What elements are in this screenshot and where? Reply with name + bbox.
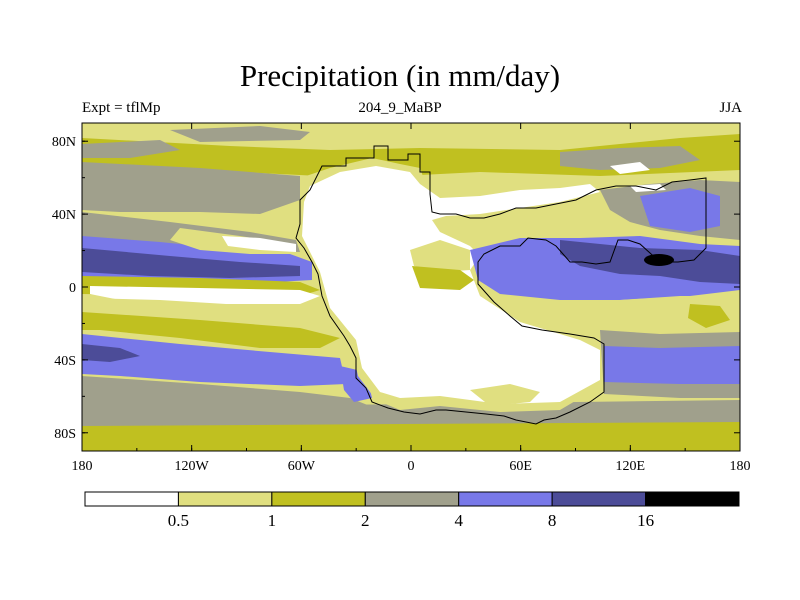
field-region-arctic-patch	[82, 140, 180, 158]
x-tick-label: 180	[730, 459, 751, 474]
x-tick-label: 120W	[175, 459, 210, 474]
legend-level-label: 2	[361, 511, 370, 530]
precipitation-field	[82, 123, 740, 451]
legend-swatch	[364, 491, 460, 507]
legend-swatch	[551, 491, 647, 507]
field-region-east-south-yellow	[688, 304, 730, 328]
y-tick-label: 80S	[54, 427, 76, 442]
legend-swatch	[177, 491, 273, 507]
chart-title: Precipitation (in mm/day)	[239, 58, 561, 93]
field-region-atlantic-light	[410, 240, 470, 272]
y-tick-label: 40S	[54, 354, 76, 369]
field-region-pacific-dry-tongue	[222, 236, 296, 252]
legend-swatch	[84, 491, 179, 507]
x-tick-label: 60E	[509, 459, 532, 474]
y-axis: 80N 40N 0 40S 80S	[52, 135, 740, 442]
colorbar-legend: 0.5 1 2 4 8 16	[84, 491, 740, 530]
plot-area: 180 120W 60W 0 60E 120E 180 80N 40N 0 40S 80S	[52, 122, 751, 474]
field-region-east-south-blue	[604, 346, 740, 384]
legend-swatch	[645, 491, 740, 507]
x-tick-label: 0	[408, 459, 415, 474]
period-label: 204_9_MaBP	[358, 100, 442, 116]
field-region-south-pacific-blue	[82, 334, 346, 386]
field-region-mid-east-white	[610, 162, 650, 174]
field-region-mid-east-grey	[560, 146, 700, 170]
field-region-equatorial-dry	[90, 286, 320, 304]
x-tick-label: 60W	[288, 459, 316, 474]
x-axis: 180 120W 60W 0 60E 120E 180	[72, 123, 751, 474]
field-region-south-pacific-grey	[82, 376, 380, 414]
continent-outline	[295, 145, 707, 425]
legend-level-label: 0.5	[168, 511, 189, 530]
legend-swatch	[271, 491, 366, 507]
field-region-south-continent-yellow	[470, 384, 540, 406]
field-region-extreme-max	[644, 254, 674, 266]
legend-swatch	[458, 491, 553, 507]
field-region-southern-ocean-yellow	[82, 422, 740, 451]
legend-level-label: 16	[637, 511, 654, 530]
legend-level-label: 4	[454, 511, 463, 530]
field-region-equatorial-dark	[82, 248, 300, 278]
field-region-south-pacific-light	[82, 298, 330, 328]
field-region-south-pacific-yellow	[82, 312, 340, 348]
experiment-label: Expt = tflMp	[82, 100, 161, 116]
x-tick-label: 180	[72, 459, 93, 474]
field-region-east-blue-patch	[640, 188, 720, 232]
y-tick-label: 0	[69, 281, 76, 296]
field-region-atlantic-yellow	[412, 266, 474, 290]
x-tick-label: 120E	[616, 459, 646, 474]
field-region-north-polar-patch	[170, 126, 310, 142]
legend-level-label: 1	[268, 511, 277, 530]
field-region-north-mid-band	[82, 162, 300, 214]
legend-level-label: 8	[548, 511, 557, 530]
field-region-south-pacific-dark	[82, 344, 140, 362]
season-label: JJA	[719, 100, 742, 116]
y-tick-label: 40N	[52, 208, 76, 223]
field-region-southern-ocean-grey	[82, 400, 740, 430]
y-tick-label: 80N	[52, 135, 76, 150]
